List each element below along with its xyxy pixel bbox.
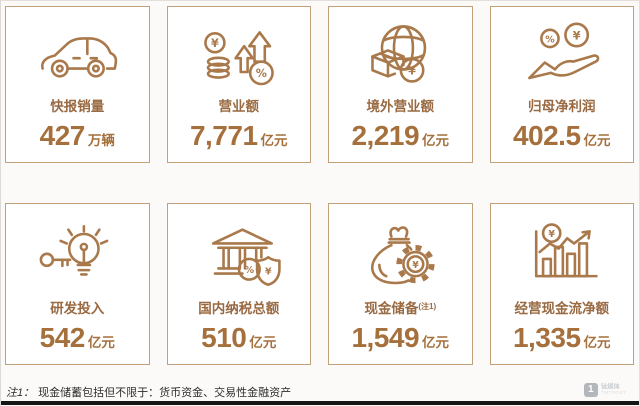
footnote-prefix: 注1： [6, 387, 35, 399]
stat-unit: 亿元 [422, 133, 450, 148]
stat-label: 快报销量 [50, 98, 105, 114]
svg-text:¥: ¥ [572, 29, 580, 42]
stat-label: 现金储备(注1) [364, 300, 437, 316]
stat-value: 542 亿元 [40, 324, 115, 352]
coins-up-arrows-icon: ¥ % [203, 30, 274, 86]
stat-unit: 万辆 [87, 133, 115, 148]
watermark-subtitle: TMTPOST [600, 390, 626, 396]
stat-number: 402.5 [512, 120, 581, 151]
footnote: 注1： 现金储蓄包括但不限于：货币资金、交易性金融资产 [6, 388, 291, 399]
footnote-text: 现金储蓄包括但不限于：货币资金、交易性金融资产 [38, 387, 292, 399]
stat-value: 1,549 亿元 [351, 324, 449, 352]
svg-text:%: % [545, 34, 555, 45]
stat-card-revenue: ¥ % 营业额 7,771 亿元 [166, 6, 311, 163]
stat-card-operating-cash-flow: ¥ 经营现金流净额 1,335 亿元 [489, 203, 634, 365]
watermark-title: 钛媒体 [600, 382, 620, 390]
stat-number: 1,549 [351, 322, 420, 353]
lightbulb-key-icon [39, 225, 109, 276]
stat-unit: 亿元 [249, 335, 277, 350]
hand-coins-icon: % ¥ [527, 22, 600, 80]
svg-text:%: % [256, 67, 267, 80]
svg-text:¥: ¥ [548, 229, 555, 240]
stat-label: 归母净利润 [528, 98, 596, 114]
stat-label: 研发投入 [50, 300, 105, 316]
stat-label: 营业额 [218, 98, 260, 114]
stat-card-cash-reserve: ¥ 现金储备(注1) 1,549 亿元 [328, 203, 473, 365]
bank-shield-icon: % ¥ [211, 228, 281, 287]
globe-parcel-icon: ¥ [371, 24, 427, 83]
watermark: 1 钛媒体 TMTPOST [583, 382, 633, 397]
stat-number: 510 [201, 322, 247, 353]
bar-chart-trend-icon: ¥ [534, 223, 598, 278]
svg-text:%: % [244, 265, 254, 276]
stat-number: 2,219 [351, 120, 420, 151]
stat-value: 1,335 亿元 [513, 324, 611, 352]
watermark-logo-icon: 1 [583, 382, 598, 397]
stat-unit: 亿元 [260, 133, 288, 148]
svg-text:¥: ¥ [211, 37, 219, 50]
stat-value: 427 万辆 [40, 122, 115, 150]
stat-label: 经营现金流净额 [514, 300, 610, 316]
footnote-marker: (注1) [418, 301, 437, 311]
stat-card-flash-sales: 快报销量 427 万辆 [5, 6, 150, 163]
stat-number: 7,771 [189, 120, 258, 151]
stat-value: 7,771 亿元 [190, 122, 288, 150]
stat-value: 402.5 亿元 [513, 122, 611, 150]
stat-label: 国内纳税总额 [198, 300, 280, 316]
stat-value: 2,219 亿元 [351, 122, 449, 150]
stat-number: 427 [39, 120, 86, 151]
stat-card-overseas-revenue: ¥ 境外营业额 2,219 亿元 [328, 6, 473, 163]
stat-label: 境外营业额 [366, 98, 435, 114]
stat-unit: 亿元 [583, 335, 611, 350]
stat-unit: 亿元 [87, 335, 115, 350]
svg-text:¥: ¥ [408, 64, 416, 77]
stat-number: 542 [39, 322, 86, 353]
stat-number: 1,335 [512, 322, 581, 353]
stat-card-domestic-tax: % ¥ 国内纳税总额 510 亿元 [166, 203, 311, 365]
stat-card-net-profit: % ¥ 归母净利润 402.5 亿元 [489, 6, 634, 163]
svg-text:¥: ¥ [265, 267, 272, 278]
car-icon [41, 36, 118, 78]
bottom-border-bar [1, 401, 639, 405]
stat-card-rnd-investment: 研发投入 542 亿元 [5, 203, 150, 365]
money-bag-gear-icon: ¥ [371, 226, 435, 285]
stat-unit: 亿元 [583, 133, 611, 148]
svg-text:¥: ¥ [412, 260, 419, 271]
kpi-grid: 快报销量 427 万辆 ¥ % 营业额 7,771 亿元 [5, 6, 634, 365]
stat-value: 510 亿元 [201, 324, 276, 352]
stat-unit: 亿元 [422, 335, 450, 350]
